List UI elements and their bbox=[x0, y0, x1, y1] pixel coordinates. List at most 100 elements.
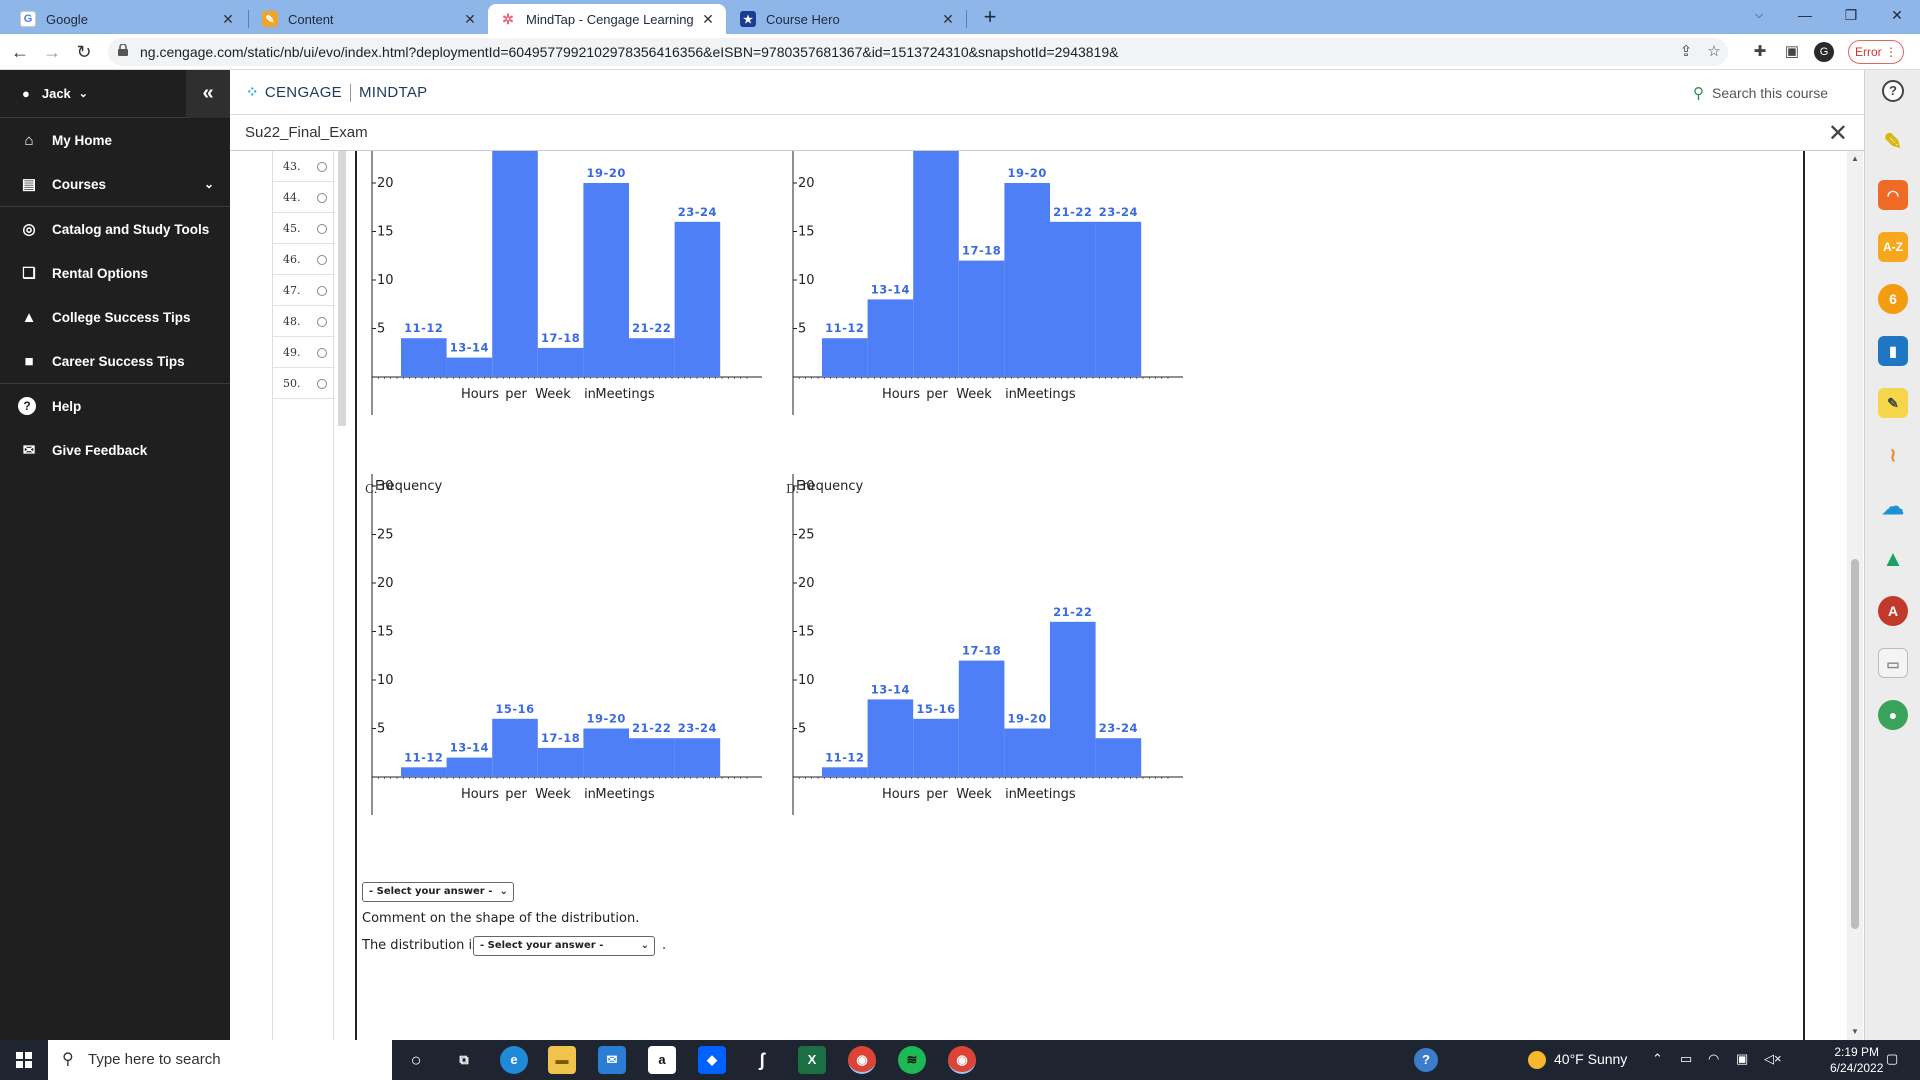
tab-google[interactable]: G Google ✕ bbox=[8, 4, 246, 34]
cengage-mindtap-logo[interactable]: ⁘ CENGAGE MINDTAP bbox=[246, 83, 428, 103]
question-row[interactable]: 43. bbox=[273, 151, 335, 182]
bar-label: 23-24 bbox=[1099, 721, 1138, 735]
share-icon[interactable]: ⇪ bbox=[1679, 43, 1693, 60]
tab-search-chevron-icon[interactable]: ⌵ bbox=[1754, 9, 1764, 21]
bar-label: 11-12 bbox=[825, 321, 864, 335]
notifications-icon[interactable]: ▢ bbox=[1886, 1051, 1899, 1066]
mindtap-header: ⁘ CENGAGE MINDTAP ⚲ Search this course bbox=[230, 70, 1864, 115]
tray-chevron-up-icon[interactable]: ⌃ bbox=[1652, 1051, 1663, 1066]
histogram-bar bbox=[1004, 728, 1050, 777]
file-explorer-icon[interactable]: ▬ bbox=[548, 1046, 576, 1074]
rss-icon[interactable]: ◠ bbox=[1878, 180, 1908, 210]
question-row[interactable]: 47. bbox=[273, 275, 335, 306]
back-arrow-icon[interactable]: ← bbox=[11, 42, 29, 62]
question-row[interactable]: 46. bbox=[273, 244, 335, 275]
question-row[interactable]: 45. bbox=[273, 213, 335, 244]
histogram-bar bbox=[583, 728, 629, 777]
nav-courses[interactable]: ▤ Courses ⌄ bbox=[0, 162, 230, 206]
close-tab-icon[interactable]: ✕ bbox=[464, 10, 476, 27]
dropbox-icon[interactable]: ◆ bbox=[698, 1046, 726, 1074]
user-menu[interactable]: ● Jack ⌄ « bbox=[0, 70, 230, 118]
side-panel-icon[interactable]: ▣ bbox=[1784, 43, 1800, 60]
question-row[interactable]: 44. bbox=[273, 182, 335, 213]
cortana-icon[interactable]: ○ bbox=[410, 1050, 422, 1070]
error-button[interactable]: Error ⋮ bbox=[1848, 40, 1904, 64]
tab-course-hero[interactable]: ★ Course Hero ✕ bbox=[728, 4, 966, 34]
close-window-button[interactable]: ✕ bbox=[1891, 7, 1903, 23]
minimize-button[interactable]: — bbox=[1798, 7, 1812, 23]
flashcards-icon[interactable]: ▭ bbox=[1878, 648, 1908, 678]
app-s-icon[interactable]: ʃ bbox=[759, 1050, 765, 1070]
close-tab-icon[interactable]: ✕ bbox=[942, 10, 954, 27]
taskbar-search-box[interactable]: ⚲ Type here to search bbox=[48, 1040, 392, 1080]
bar-label: 21-22 bbox=[1053, 605, 1092, 619]
address-bar[interactable]: ng.cengage.com/static/nb/ui/evo/index.ht… bbox=[108, 38, 1728, 66]
new-tab-button[interactable]: + bbox=[983, 4, 997, 29]
bookmark-star-icon[interactable]: ☆ bbox=[1707, 43, 1721, 60]
question-list-scrollbar[interactable] bbox=[338, 151, 346, 426]
aplia-icon[interactable]: A bbox=[1878, 596, 1908, 626]
excel-icon[interactable]: X bbox=[798, 1046, 826, 1074]
nav-help[interactable]: ? Help bbox=[0, 384, 230, 428]
collapse-nav-button[interactable]: « bbox=[186, 70, 230, 118]
glossary-az-icon[interactable]: A-Z bbox=[1878, 232, 1908, 262]
nav-my-home[interactable]: ⌂ My Home bbox=[0, 118, 230, 162]
forward-arrow-icon[interactable]: → bbox=[43, 42, 61, 62]
windows-start-icon[interactable] bbox=[0, 1040, 48, 1080]
notes-icon[interactable]: ✎ bbox=[1878, 388, 1908, 418]
mail-icon[interactable]: ✉ bbox=[598, 1046, 626, 1074]
close-activity-button[interactable]: ✕ bbox=[1827, 120, 1848, 147]
question-row[interactable]: 50. bbox=[273, 368, 335, 399]
help-question-icon[interactable]: ? bbox=[1882, 80, 1904, 102]
distribution-prefix: The distribution is bbox=[362, 938, 479, 953]
chrome-profile-icon[interactable]: ◉ bbox=[948, 1046, 976, 1074]
scroll-down-icon[interactable]: ▼ bbox=[1851, 1027, 1859, 1036]
nav-catalog-study-tools[interactable]: ◎ Catalog and Study Tools bbox=[0, 207, 230, 251]
profile-app-icon[interactable]: ● bbox=[1878, 700, 1908, 730]
extensions-puzzle-icon[interactable]: ✚ bbox=[1753, 43, 1767, 60]
readspeaker-icon[interactable]: ≀ bbox=[1889, 445, 1897, 465]
wifi-icon[interactable]: ◠ bbox=[1708, 1051, 1720, 1066]
display-icon[interactable]: ▣ bbox=[1736, 1051, 1749, 1066]
battery-icon[interactable]: ▭ bbox=[1680, 1051, 1693, 1066]
close-tab-icon[interactable]: ✕ bbox=[222, 10, 234, 27]
edge-icon[interactable]: e bbox=[500, 1046, 528, 1074]
restore-button[interactable]: ❐ bbox=[1844, 7, 1858, 23]
amazon-icon[interactable]: a bbox=[648, 1046, 676, 1074]
search-course[interactable]: ⚲ Search this course bbox=[1693, 84, 1828, 102]
chrome-icon[interactable]: ◉ bbox=[848, 1046, 876, 1074]
close-tab-icon[interactable]: ✕ bbox=[702, 10, 714, 27]
bar-label: 21-22 bbox=[632, 321, 671, 335]
highlighter-icon[interactable]: ✎ bbox=[1883, 129, 1903, 154]
x-axis-title-word: Meetings bbox=[1016, 787, 1075, 802]
spotify-icon[interactable]: ≋ bbox=[898, 1046, 926, 1074]
system-clock[interactable]: 2:19 PM 6/24/2022 bbox=[1830, 1044, 1883, 1076]
volume-muted-icon[interactable]: ◁× bbox=[1764, 1051, 1782, 1066]
scrollbar-thumb[interactable] bbox=[1851, 559, 1859, 929]
question-status-circle-icon bbox=[317, 193, 327, 203]
question-row[interactable]: 48. bbox=[273, 306, 335, 337]
nav-rental-options[interactable]: ❑ Rental Options bbox=[0, 251, 230, 295]
reload-icon[interactable]: ↻ bbox=[76, 42, 92, 62]
google-drive-icon[interactable]: ▲ bbox=[1882, 546, 1904, 571]
weather-widget[interactable]: 40°F Sunny bbox=[1528, 1051, 1627, 1070]
content-scrollbar[interactable]: ▲ ▼ bbox=[1847, 151, 1863, 1040]
progress-app-icon[interactable]: 6 bbox=[1878, 284, 1908, 314]
graduation-cap-icon: ▲ bbox=[21, 308, 37, 326]
nav-career-success-tips[interactable]: ■ Career Success Tips bbox=[0, 339, 230, 383]
help-tray-icon[interactable]: ? bbox=[1414, 1048, 1438, 1072]
scroll-up-icon[interactable]: ▲ bbox=[1851, 154, 1859, 163]
histogram-bar bbox=[867, 299, 914, 377]
nav-give-feedback[interactable]: ✉ Give Feedback bbox=[0, 428, 230, 472]
profile-avatar-icon[interactable]: G bbox=[1814, 42, 1834, 62]
brand-cengage: CENGAGE bbox=[264, 84, 342, 101]
task-view-icon[interactable]: ⧉ bbox=[459, 1052, 469, 1067]
tab-mindtap[interactable]: ✲ MindTap - Cengage Learning ✕ bbox=[488, 4, 726, 34]
graph-answer-select[interactable]: - Select your answer - ⌄ bbox=[362, 882, 514, 902]
tab-content[interactable]: ✎ Content ✕ bbox=[250, 4, 488, 34]
distribution-shape-select[interactable]: - Select your answer - ⌄ bbox=[473, 936, 655, 956]
question-row[interactable]: 49. bbox=[273, 337, 335, 368]
nav-college-success-tips[interactable]: ▲ College Success Tips bbox=[0, 295, 230, 339]
onedrive-cloud-icon[interactable]: ☁ bbox=[1882, 494, 1904, 519]
ebook-icon[interactable]: ▮ bbox=[1878, 336, 1908, 366]
